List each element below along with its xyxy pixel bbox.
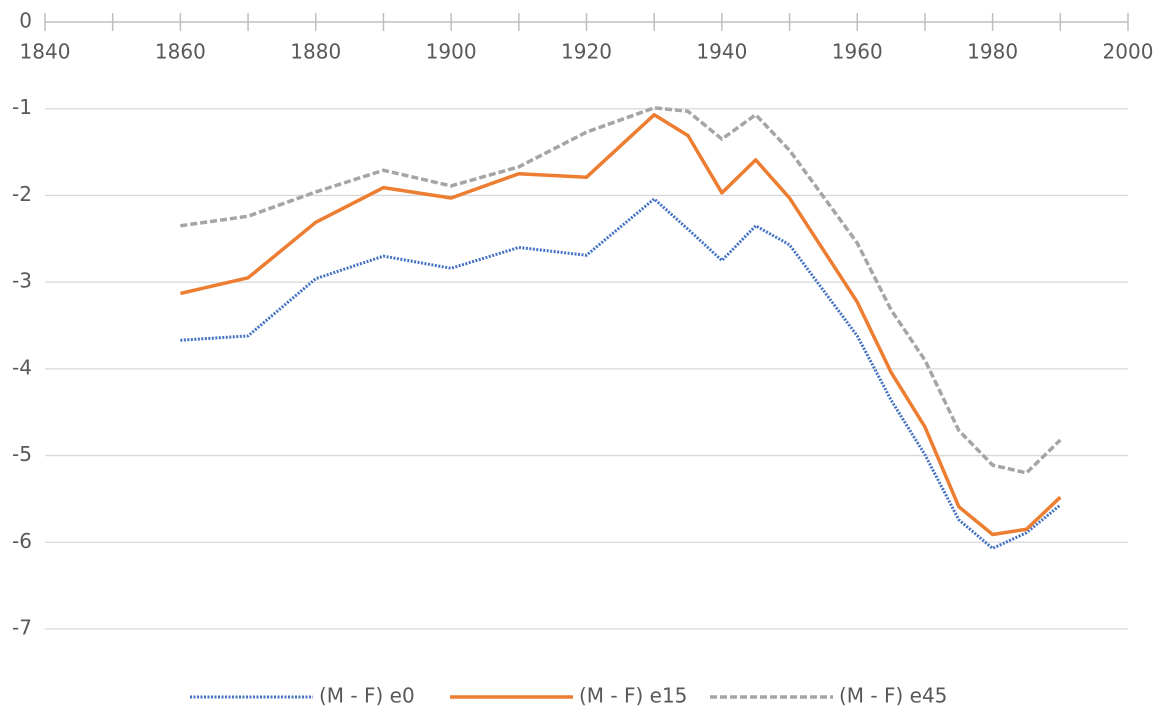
y-tick-label: -5: [12, 442, 32, 466]
series-line: [179, 113, 1062, 537]
y-tick-label: 0: [19, 9, 32, 33]
x-tick-label: 1920: [561, 40, 612, 64]
y-tick-label: -7: [12, 616, 32, 640]
y-tick-label: -3: [12, 269, 32, 293]
y-tick-label: -1: [12, 95, 32, 119]
x-tick-label: 2000: [1103, 40, 1154, 64]
x-tick-label: 1900: [426, 40, 477, 64]
y-tick-label: -6: [12, 529, 32, 553]
x-tick-label: 1860: [155, 40, 206, 64]
legend-label: (M - F) e0: [319, 684, 415, 708]
x-tick-label: 1960: [832, 40, 883, 64]
series-line: [180, 197, 1062, 550]
legend-label: (M - F) e45: [839, 684, 947, 708]
x-tick-label: 1840: [20, 40, 71, 64]
y-tick-label: -2: [12, 182, 32, 206]
x-tick-label: 1940: [696, 40, 747, 64]
legend-label: (M - F) e15: [579, 684, 687, 708]
series-line: [180, 106, 1062, 475]
y-tick-label: -4: [12, 355, 32, 379]
x-tick-label: 1980: [967, 40, 1018, 64]
x-tick-label: 1880: [290, 40, 341, 64]
